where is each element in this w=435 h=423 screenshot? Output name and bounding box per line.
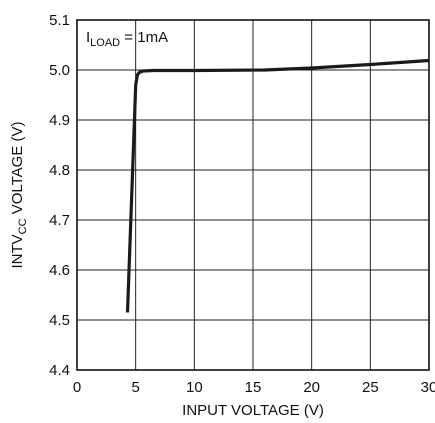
annotation-subscript: LOAD: [90, 37, 120, 49]
x-axis-label: INPUT VOLTAGE (V): [182, 402, 324, 419]
y-tick-label: 4.9: [49, 112, 70, 129]
y-tick-label: 4.4: [49, 362, 70, 379]
x-tick-label: 0: [73, 379, 81, 396]
x-tick-label: 30: [421, 379, 435, 396]
x-tick-label: 20: [303, 379, 320, 396]
load-current-annotation: ILOAD = 1mA: [86, 29, 168, 49]
x-tick-label: 25: [362, 379, 379, 396]
y-tick-label: 4.7: [49, 212, 70, 229]
grid: [77, 20, 429, 370]
y-tick-labels: 4.4 4.5 4.6 4.7 4.8 4.9 5.0 5.1: [49, 12, 70, 379]
y-axis-label: INTVCC VOLTAGE (V): [9, 121, 29, 268]
series-line: [125, 58, 430, 313]
x-tick-label: 10: [186, 379, 203, 396]
series-layer: [125, 58, 430, 313]
y-axis-label-prefix: INTV: [9, 234, 26, 268]
y-tick-label: 4.8: [49, 162, 70, 179]
x-tick-label: 5: [131, 379, 139, 396]
y-axis-label-suffix: VOLTAGE (V): [9, 121, 26, 218]
y-tick-label: 4.5: [49, 312, 70, 329]
annotation-prefix: I: [86, 29, 90, 46]
x-tick-label: 15: [245, 379, 262, 396]
y-tick-label: 5.0: [49, 62, 70, 79]
annotation-suffix: = 1mA: [120, 29, 168, 46]
x-tick-labels: 0 5 10 15 20 25 30: [73, 379, 435, 396]
y-tick-label: 4.6: [49, 262, 70, 279]
plot-frame: [76, 19, 430, 371]
y-tick-label: 5.1: [49, 12, 70, 29]
y-axis-label-subscript: CC: [17, 218, 29, 234]
